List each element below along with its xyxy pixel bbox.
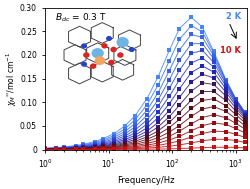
Text: 10 K: 10 K [219,46,240,55]
Text: $B_{dc}$ = 0.3 T: $B_{dc}$ = 0.3 T [55,12,107,24]
Y-axis label: $\chi_M$''/mol cm$^{-1}$: $\chi_M$''/mol cm$^{-1}$ [4,52,18,106]
X-axis label: Frequency/Hz: Frequency/Hz [117,176,174,185]
Text: 2 K: 2 K [225,12,240,21]
